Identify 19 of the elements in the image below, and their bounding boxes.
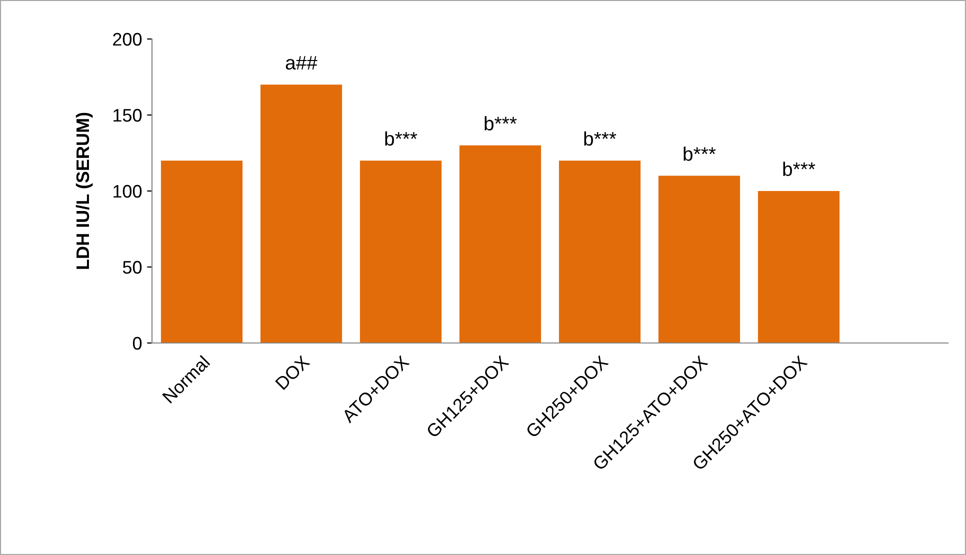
- y-tick-label: 150: [114, 108, 142, 122]
- bar: [758, 191, 840, 343]
- bar: [360, 160, 442, 343]
- annotation: b***: [385, 131, 418, 146]
- bar: [658, 176, 740, 343]
- bar: [558, 160, 641, 343]
- annotation: b***: [584, 131, 616, 146]
- bar: [260, 84, 342, 343]
- annotation: b***: [783, 162, 816, 176]
- y-axis-title: LDH IU/L (SERUM): [76, 112, 93, 269]
- y-tick-label: 50: [122, 260, 142, 274]
- bar: [459, 145, 542, 343]
- annotation: b***: [684, 146, 716, 161]
- y-tick-label: 0: [132, 336, 142, 350]
- y-tick-label: 100: [114, 184, 142, 198]
- annotation: b***: [484, 116, 517, 130]
- y-tick-label: 200: [113, 32, 142, 46]
- annotation: a##: [286, 56, 318, 70]
- bar: [160, 160, 243, 343]
